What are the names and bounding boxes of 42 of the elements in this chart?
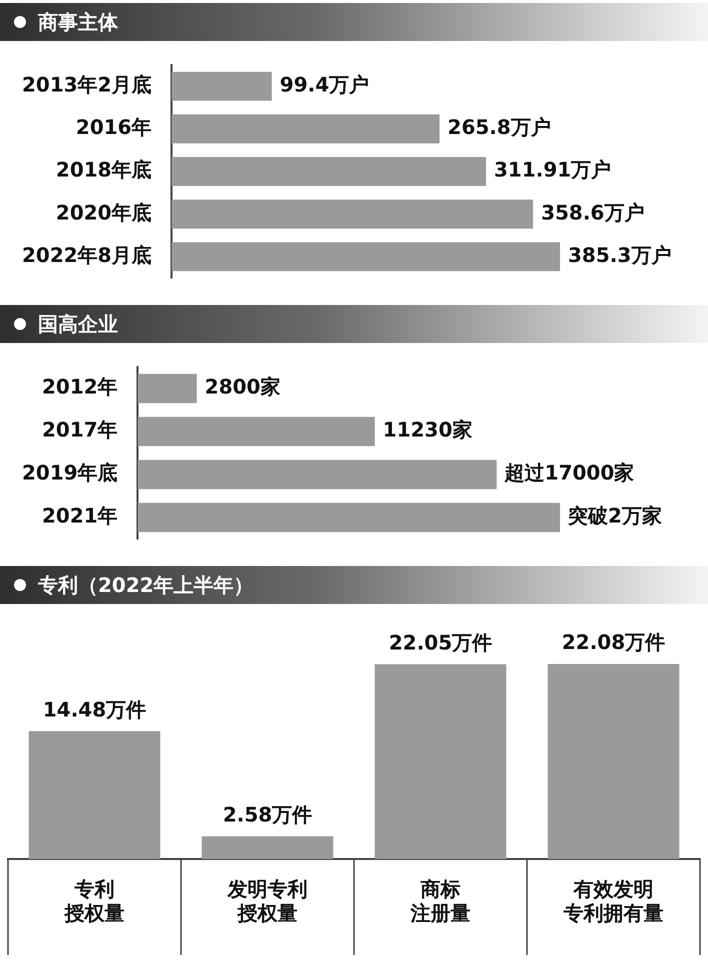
y-tick-label: 2012年 [42, 374, 118, 399]
bar [28, 731, 160, 859]
bar [138, 374, 197, 404]
data-label: 99.4万户 [280, 72, 370, 97]
data-label: 2800家 [204, 374, 280, 399]
bar [374, 664, 506, 859]
bar [548, 664, 680, 859]
data-label: 超过17000家 [504, 460, 634, 485]
y-tick-label: 2019年底 [22, 460, 118, 485]
x-tick-label: 专利授权量 [64, 877, 124, 926]
data-label: 22.05万件 [388, 630, 492, 654]
y-tick-label: 2022年8月底 [22, 242, 152, 267]
bar [172, 200, 534, 229]
data-label: 2.58万件 [222, 802, 312, 826]
data-label: 311.91万户 [494, 158, 612, 182]
data-label: 22.08万件 [562, 630, 666, 654]
bar [172, 72, 272, 101]
bar [172, 114, 440, 144]
bar [172, 157, 486, 186]
chart-title: 国高企业 [38, 311, 118, 337]
data-label: 358.6万户 [541, 200, 644, 224]
y-tick-label: 2018年底 [56, 158, 152, 182]
data-label: 突破2万家 [567, 504, 662, 528]
data-label: 11230家 [382, 418, 472, 442]
y-tick-label: 2016年 [76, 115, 152, 140]
y-tick-label: 2017年 [42, 418, 118, 442]
bar [138, 460, 497, 490]
data-label: 265.8万户 [448, 115, 551, 140]
y-tick-label: 2013年2月底 [22, 72, 152, 97]
bar [138, 502, 560, 532]
x-tick-label: 商标注册量 [410, 877, 470, 926]
x-tick-label: 有效发明专利拥有量 [562, 877, 664, 926]
bar [172, 242, 560, 272]
data-label: 14.48万件 [42, 697, 146, 722]
x-tick-label: 发明专利授权量 [226, 877, 308, 926]
bar [202, 836, 334, 859]
chart-title: 专利（2022年上半年） [38, 572, 254, 598]
bar [138, 416, 375, 446]
y-tick-label: 2020年底 [56, 200, 152, 224]
y-tick-label: 2021年 [42, 504, 118, 528]
data-label: 385.3万户 [568, 242, 672, 267]
chart-title: 商事主体 [38, 9, 118, 35]
